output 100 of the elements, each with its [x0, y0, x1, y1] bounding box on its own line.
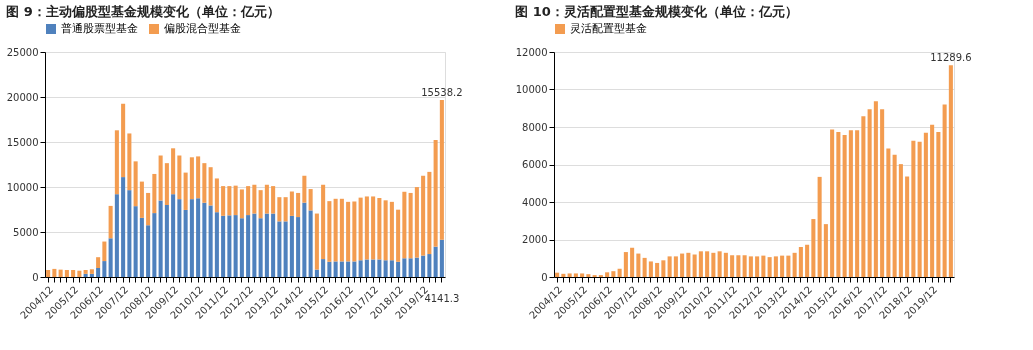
bar [371, 196, 376, 260]
bar [302, 175, 307, 203]
bar [77, 270, 82, 277]
bar [264, 213, 269, 277]
bar [183, 172, 188, 210]
bar [414, 187, 419, 258]
bar [717, 251, 722, 277]
bar [439, 239, 444, 277]
bar [730, 255, 735, 277]
bar [880, 109, 885, 277]
y-tick-label: 5000 [13, 226, 39, 238]
bar [277, 221, 282, 277]
bar [655, 262, 660, 277]
bar [898, 164, 903, 277]
bar [580, 273, 585, 277]
bar [214, 212, 219, 277]
bar [586, 274, 591, 277]
bar [189, 157, 194, 200]
bar [227, 186, 232, 216]
bar [923, 132, 928, 277]
bar [158, 155, 163, 201]
bar [848, 130, 853, 277]
bar [567, 273, 572, 277]
bar [133, 206, 138, 277]
bar [258, 218, 263, 277]
bar [346, 201, 351, 262]
data-label: 11289.6 [930, 52, 972, 64]
bar [133, 161, 138, 207]
bar [414, 257, 419, 277]
chart-title: 图 9：主动偏股型基金规模变化（单位：亿元） [6, 4, 280, 19]
bar [364, 259, 369, 277]
bar [427, 254, 432, 277]
bar [389, 260, 394, 277]
bar [214, 178, 219, 213]
bar [396, 261, 401, 277]
bar [371, 259, 376, 277]
legend-label: 偏股混合型基金 [164, 22, 241, 35]
bar [121, 177, 126, 277]
bar [705, 251, 710, 277]
bar [661, 260, 666, 277]
bar [942, 104, 947, 277]
y-tick-label: 6000 [522, 159, 548, 170]
bar [439, 99, 444, 240]
bar [202, 163, 207, 203]
bar [573, 273, 578, 277]
bar [108, 205, 113, 239]
bar [283, 221, 288, 277]
bar [196, 198, 201, 277]
bar [736, 255, 741, 277]
bar [352, 201, 357, 262]
bar [221, 186, 226, 216]
bar [811, 219, 816, 277]
bar [339, 261, 344, 277]
bar [333, 198, 338, 262]
bar [421, 175, 426, 256]
bar [383, 260, 388, 277]
bar [171, 148, 176, 195]
bar [402, 191, 407, 259]
bar [911, 140, 916, 277]
bar [208, 205, 213, 277]
bar [786, 255, 791, 277]
bar [773, 256, 778, 277]
bar [358, 197, 363, 261]
bar [352, 261, 357, 277]
bar [389, 201, 394, 261]
bar [271, 213, 276, 277]
bar [711, 252, 716, 277]
bar [46, 269, 51, 277]
bar [673, 256, 678, 277]
bar [867, 109, 872, 277]
bar [798, 247, 803, 277]
bar [52, 268, 57, 277]
bar [164, 163, 169, 205]
bar [823, 224, 828, 277]
bar [208, 167, 213, 206]
bar [364, 196, 369, 260]
bar [177, 199, 182, 277]
bar [408, 192, 413, 259]
bar [327, 261, 332, 277]
bar [227, 215, 232, 277]
bar [321, 259, 326, 277]
y-tick-label: 2000 [522, 234, 548, 245]
bar [917, 141, 922, 277]
bar [102, 241, 107, 262]
bar [308, 210, 313, 277]
bar [321, 184, 326, 260]
data-label: 15538.2 [421, 86, 463, 98]
bar [692, 254, 697, 277]
bar [121, 103, 126, 178]
bar [96, 257, 101, 268]
bar [611, 271, 616, 277]
bar [252, 184, 257, 214]
bar [71, 269, 76, 277]
y-tick-label: 0 [541, 271, 548, 283]
y-tick-label: 15000 [6, 136, 39, 148]
bar [630, 247, 635, 277]
bar [96, 268, 101, 277]
bar [680, 253, 685, 277]
bar [264, 184, 269, 214]
bar [196, 156, 201, 199]
